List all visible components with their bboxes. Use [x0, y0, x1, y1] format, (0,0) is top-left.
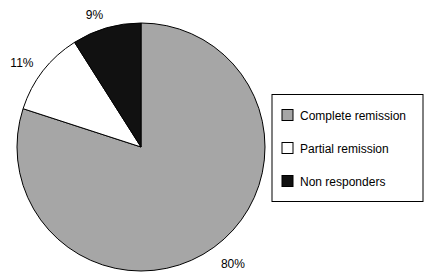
pie-slice: [75, 23, 141, 147]
pie: [17, 23, 265, 271]
data-label: 9%: [86, 8, 104, 22]
chart: 80% 11% 9% Complete remission Partial remiss…: [0, 0, 427, 280]
legend-label: Partial remission: [300, 142, 389, 156]
legend: Complete remission Partial remission Non r…: [272, 95, 423, 202]
legend-swatch: [282, 110, 293, 121]
legend-label: Complete remission: [300, 109, 406, 123]
data-label: 11%: [10, 56, 33, 70]
data-label: 80%: [221, 257, 245, 271]
legend-frame: [272, 95, 423, 202]
pie-slice: [17, 23, 265, 271]
legend-swatch: [282, 176, 293, 187]
legend-label: Non responders: [300, 175, 385, 189]
legend-swatch: [282, 143, 293, 154]
